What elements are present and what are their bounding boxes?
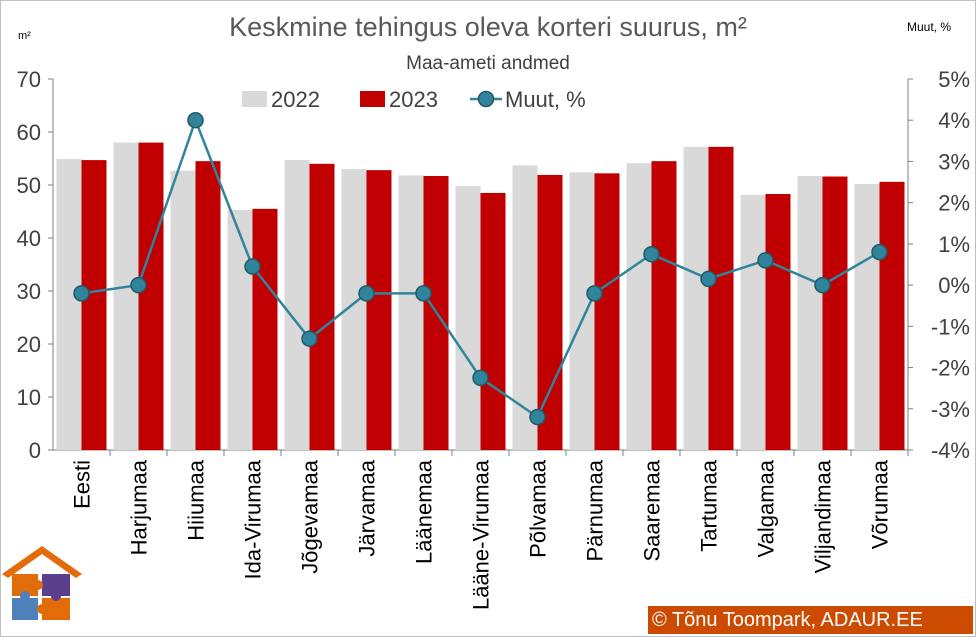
bar-2022 [455,186,481,450]
x-axis-tick-label: Harjumaa [127,459,152,555]
x-axis-tick-label: Võrumaa [868,459,893,549]
bar-2023 [480,192,506,450]
line-point-muut [529,408,546,426]
right-axis-tick-label: -1% [931,314,970,339]
bar-2022 [797,175,823,451]
x-axis-tick-label: Järvamaa [355,459,380,556]
left-axis-tick-label: 0 [29,438,41,463]
bar-2022 [170,170,196,450]
x-axis-tick-label: Tartumaa [697,459,722,551]
left-axis-tick-label: 60 [17,120,41,145]
bar-2023 [879,181,905,450]
x-axis-tick-label: Hiiumaa [184,459,209,540]
left-axis-tick-label: 50 [17,173,41,198]
x-axis-tick-label: Pärnumaa [583,459,608,561]
line-point-muut [586,285,603,302]
bar-2022 [56,159,82,450]
bar-2023 [366,170,392,450]
bar-2022 [683,146,709,450]
x-axis-tick-label: Läänemaa [412,459,437,564]
legend-swatch-marker [477,90,495,108]
right-axis-tick-label: 3% [938,149,970,174]
line-point-muut [871,243,888,261]
right-axis-tick-label: 1% [938,232,970,257]
x-axis-tick-label: Valgamaa [754,459,779,557]
left-axis-tick-label: 10 [17,385,41,410]
bar-2022 [626,163,652,450]
line-point-muut [643,245,660,263]
chart-subtitle: Maa-ameti andmed [406,53,570,74]
bar-2022 [284,160,310,450]
line-point-muut [814,276,831,294]
right-axis-tick-label: -3% [931,397,970,422]
legend-label: 2022 [271,87,320,112]
house-puzzle-logo [2,546,82,620]
x-axis-tick-label: Saaremaa [640,459,665,561]
chart-title: Keskmine tehingus oleva korteri suurus, … [229,12,747,42]
bar-2023 [537,174,563,450]
x-axis-tick-label: Jõgevamaa [298,459,323,574]
line-point-muut [187,111,204,129]
bar-2023 [81,160,107,450]
x-axis-tick-label: Ida-Virumaa [241,459,266,579]
bar-2022 [113,142,139,450]
line-point-muut [757,252,774,269]
left-axis-tick-label: 20 [17,332,41,357]
line-point-muut [358,285,375,302]
bar-2023 [138,142,164,450]
bar-2023 [195,161,221,450]
right-axis-tick-label: 0% [938,273,970,298]
right-axis-tick-label: 5% [938,67,970,92]
left-axis-tick-label: 70 [17,67,41,92]
legend-swatch-2022 [242,91,267,107]
legend-swatch-2023 [360,91,385,107]
left-axis-tick-label: 30 [17,279,41,304]
right-axis-tick-label: 2% [938,191,970,216]
legend-label: Muut, % [505,87,586,112]
bar-2022 [854,183,880,450]
bar-2023 [594,173,620,450]
bar-2022 [398,175,424,450]
bar-2023 [765,194,791,450]
right-axis-unit: Muut, % [907,20,952,34]
line-point-muut [130,276,147,294]
line-point-muut [73,285,90,302]
bar-2023 [822,176,848,450]
line-point-muut [301,330,318,347]
right-axis-tick-label: -2% [931,356,970,381]
copyright-credit: © Tõnu Toompark, ADAUR.EE [648,606,973,634]
bar-2023 [708,146,734,450]
line-point-muut [244,258,261,275]
line-point-muut [415,285,432,302]
bar-2023 [252,208,278,450]
x-axis-tick-label: Eesti [70,460,95,509]
x-axis-tick-label: Lääne-Virumaa [469,459,494,610]
left-axis-unit: m² [18,30,31,42]
bar-2022 [227,209,253,450]
right-axis-tick-label: -4% [931,438,970,463]
bar-2023 [309,163,335,451]
line-point-muut [472,369,489,387]
legend-label: 2023 [389,87,438,112]
line-point-muut [700,270,717,288]
x-axis-tick-label: Põlvamaa [526,459,551,558]
right-axis-tick-label: 4% [938,108,970,133]
x-axis-tick-label: Viljandimaa [811,459,836,573]
left-axis-tick-label: 40 [17,226,41,251]
bar-2022 [740,195,766,450]
bar-2022 [569,172,595,450]
bar-2023 [651,161,677,450]
